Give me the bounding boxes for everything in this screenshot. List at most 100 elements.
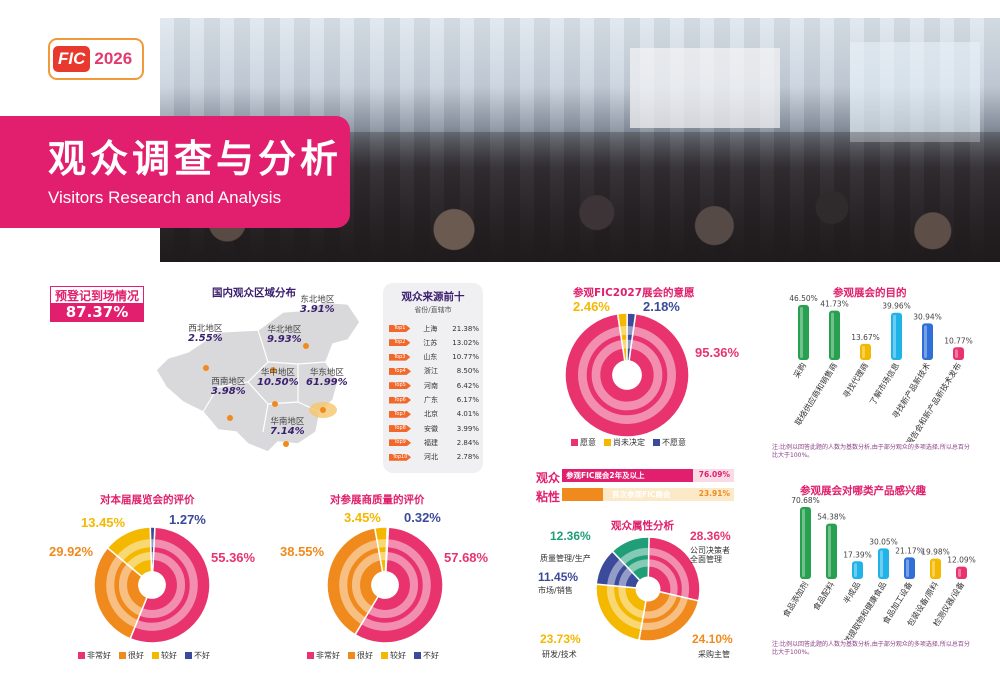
province-name: 福建 [424, 438, 438, 447]
region-northeast: 东北地区 3.91% [300, 295, 335, 315]
rank-badge: Top6 [389, 396, 411, 404]
bar-highlight [880, 550, 883, 577]
prereg-value: 87.37% [50, 303, 144, 322]
legend-item: 不好 [414, 650, 439, 661]
bar [922, 323, 933, 360]
page-title: 观众调查与分析 [48, 137, 343, 181]
bar-value-label: 13.67% [851, 333, 880, 342]
pie-value-label: 2.46% [573, 299, 610, 314]
top10-row: Top4 浙江 8.50% [389, 366, 479, 377]
bar [798, 305, 809, 360]
legend-item: 尚未决定 [604, 437, 645, 448]
attribute-label: 质量管理/生产 [540, 553, 591, 563]
pie-value-label: 0.32% [404, 510, 441, 525]
bar [878, 548, 889, 579]
pie-slice [611, 536, 650, 591]
legend-item: 不愿意 [653, 437, 686, 448]
pie-ring [606, 547, 690, 631]
purpose-note: 注:比例以回答此题的人数为基数分析,由于部分观众的多项选择,所以总百分比大于10… [772, 444, 970, 460]
attribute-label: 市场/销售 [538, 585, 573, 595]
booth-backdrop [630, 48, 780, 128]
legend-item: 愿意 [571, 437, 596, 448]
pie-value-label: 57.68% [444, 550, 489, 565]
pie-slice [626, 312, 637, 376]
attribute-label: 公司决策者 [690, 545, 730, 555]
region-north: 华北地区 9.93% [267, 325, 302, 345]
exhibitor-rating-legend: 非常好 很好 较好 不好 [307, 650, 439, 661]
pie-value-label: 12.36% [550, 529, 591, 543]
attribute-label: 研发/技术 [542, 649, 577, 659]
pie-value-label: 55.36% [211, 550, 256, 565]
stickiness-value: 76.09% [698, 470, 730, 479]
stickiness-track: 参观FIC展会2年及以上 76.09% [562, 469, 734, 482]
central-marker [272, 401, 278, 407]
stickiness-fill [562, 488, 604, 501]
province-name: 北京 [424, 410, 438, 419]
attribute-label: 全面管理 [690, 554, 722, 564]
bar-value-label: 70.68% [791, 496, 820, 505]
legend-swatch [571, 439, 578, 446]
pie-ring [106, 539, 198, 631]
southwest-marker [227, 415, 233, 421]
pie-slice [384, 526, 390, 586]
pie-value-label: 11.45% [538, 570, 578, 584]
pie-ring [351, 551, 419, 619]
province-name: 浙江 [424, 367, 438, 376]
province-value: 13.02% [452, 338, 479, 347]
legend-swatch [348, 652, 355, 659]
bar-category-label: 半成品 [841, 580, 862, 606]
province-value: 6.42% [456, 381, 479, 390]
rank-badge: Top2 [389, 339, 411, 347]
bar [930, 558, 941, 579]
bar-highlight [906, 559, 909, 577]
pie-slice [326, 527, 386, 636]
province-value: 6.17% [456, 396, 479, 404]
pie-slice [595, 583, 649, 642]
region-southwest: 西南地区 3.98% [211, 377, 246, 397]
pie-slice [149, 526, 156, 586]
pie-value-label: 3.45% [344, 510, 381, 525]
rank-badge: Top10 [389, 453, 411, 461]
pie-ring [118, 551, 186, 619]
pie-ring [591, 339, 663, 411]
pie-slice [129, 526, 211, 644]
legend-swatch [381, 652, 388, 659]
legend-swatch [185, 652, 192, 659]
top10-row: Top5 河南 6.42% [389, 380, 479, 391]
rank-badge: Top1 [389, 325, 411, 332]
top10-row: Top3 山东 10.77% [389, 352, 479, 363]
bar-value-label: 46.50% [789, 294, 818, 303]
province-name: 山东 [423, 353, 438, 362]
province-value: 2.84% [456, 438, 479, 447]
bar-highlight [800, 307, 803, 358]
legend-item: 非常好 [307, 650, 340, 661]
region-map-title: 国内观众区域分布 [212, 287, 296, 299]
bar-category-label: 采购 [791, 361, 808, 380]
pie-value-label: 38.55% [280, 544, 325, 559]
north-marker [270, 367, 276, 373]
province-name: 安徽 [424, 424, 438, 433]
attribute-label: 采购主管 [698, 649, 730, 659]
pie-center [138, 571, 166, 599]
bar-value-label: 30.94% [913, 312, 942, 321]
pie-value-label: 2.18% [643, 299, 680, 314]
bar-highlight [828, 525, 831, 577]
top10-row: Top8 安徽 3.99% [389, 423, 479, 434]
province-value: 8.50% [456, 367, 479, 376]
region-northwest: 西北地区 2.55% [188, 324, 223, 344]
bar-value-label: 21.17% [895, 546, 924, 555]
province-name: 广东 [424, 396, 438, 404]
rank-badge: Top4 [389, 367, 411, 375]
pie-value-label: 29.92% [49, 544, 94, 559]
bar-category-label: 天然提取物和健康食品 [837, 580, 888, 640]
attributes-pie-chart: 28.36% 24.10% 23.73% 11.45% 12.36% 公司决策者全面管理采… [538, 529, 733, 659]
attributes-title: 观众属性分析 [611, 520, 674, 532]
rank-badge: Top5 [389, 382, 411, 390]
pie-ring [578, 326, 676, 424]
province-value: 3.99% [456, 424, 479, 433]
bar [852, 561, 863, 579]
purpose-title: 参观展会的目的 [833, 287, 907, 299]
bar [829, 310, 840, 360]
province-value: 2.78% [456, 453, 479, 462]
pie-center [371, 571, 399, 599]
